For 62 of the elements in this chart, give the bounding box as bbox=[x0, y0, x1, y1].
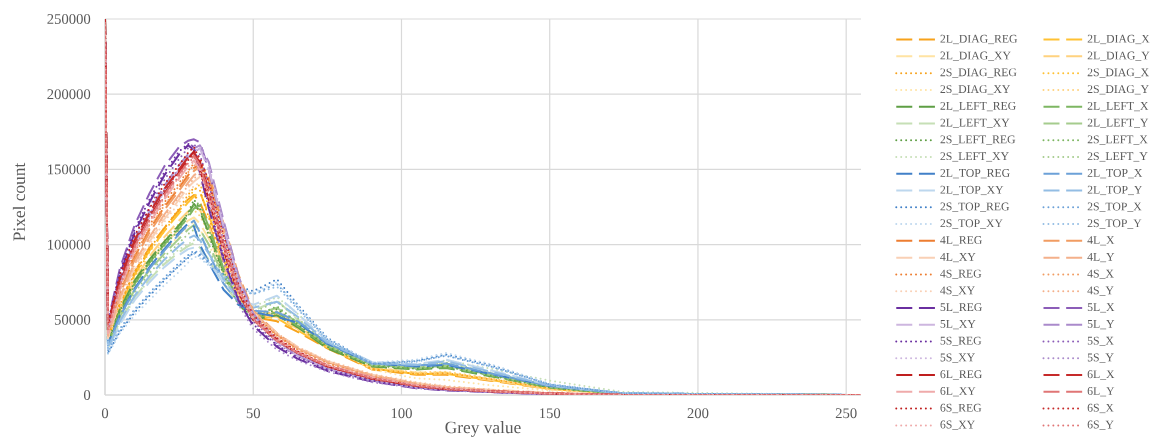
legend-label: 4S_REG bbox=[940, 269, 982, 279]
legend-label: 5L_X bbox=[1087, 303, 1115, 313]
legend-label: 2L_DIAG_Y bbox=[1087, 51, 1150, 61]
legend-label: 5S_XY bbox=[940, 353, 975, 363]
legend-label: 6S_Y bbox=[1087, 420, 1114, 430]
legend-label: 2S_LEFT_X bbox=[1087, 135, 1148, 145]
legend-label: 2S_TOP_Y bbox=[1087, 219, 1142, 229]
x-tick-label: 150 bbox=[540, 408, 561, 419]
legend-label: 4S_XY bbox=[940, 286, 975, 296]
legend-label: 2L_TOP_X bbox=[1087, 169, 1143, 179]
legend-label: 2S_TOP_X bbox=[1087, 202, 1142, 212]
legend-label: 6S_REG bbox=[940, 403, 982, 414]
legend-label: 2L_DIAG_REG bbox=[940, 34, 1018, 45]
legend-label: 2L_TOP_Y bbox=[1087, 185, 1143, 196]
legend-label: 5S_X bbox=[1087, 336, 1114, 347]
legend-label: 6S_XY bbox=[940, 420, 975, 430]
legend-label: 4L_XY bbox=[940, 252, 976, 263]
legend-label: 2L_TOP_XY bbox=[940, 185, 1004, 196]
y-tick-label: 0 bbox=[83, 390, 91, 400]
legend-label: 4S_Y bbox=[1087, 286, 1114, 296]
y-tick-label: 100000 bbox=[48, 239, 91, 250]
legend-label: 5L_Y bbox=[1087, 320, 1115, 330]
y-tick-label: 250000 bbox=[47, 14, 91, 24]
legend-label: 2L_LEFT_XY bbox=[940, 118, 1010, 128]
legend-label: 5L_REG bbox=[940, 303, 982, 313]
x-tick-label: 200 bbox=[687, 408, 709, 419]
legend-label: 6S_X bbox=[1087, 403, 1114, 414]
legend-label: 6L_REG bbox=[940, 370, 982, 380]
legend-label: 2S_LEFT_Y bbox=[1087, 152, 1148, 162]
y-axis-title: Pixel count bbox=[12, 162, 26, 241]
legend-label: 5S_REG bbox=[940, 336, 982, 347]
legend-label: 2S_LEFT_XY bbox=[940, 152, 1009, 162]
legend-label: 2S_DIAG_REG bbox=[940, 68, 1017, 78]
legend-label: 2S_DIAG_Y bbox=[1087, 85, 1149, 95]
legend-label: 2L_DIAG_XY bbox=[940, 51, 1011, 61]
y-tick-label: 50000 bbox=[54, 314, 91, 325]
legend-label: 2S_TOP_XY bbox=[940, 219, 1003, 229]
legend-label: 4L_Y bbox=[1087, 252, 1115, 263]
legend-label: 5L_XY bbox=[940, 320, 976, 330]
legend-label: 2L_LEFT_X bbox=[1087, 101, 1149, 112]
x-tick-label: 0 bbox=[101, 408, 109, 419]
legend-label: 2L_TOP_REG bbox=[940, 169, 1010, 179]
legend-label: 6L_XY bbox=[940, 387, 976, 397]
legend-label: 6L_X bbox=[1087, 370, 1115, 380]
x-tick-label: 100 bbox=[391, 408, 412, 419]
legend-label: 2L_LEFT_REG bbox=[940, 101, 1016, 112]
legend-label: 2L_DIAG_X bbox=[1087, 34, 1150, 45]
legend-label: 2S_DIAG_X bbox=[1087, 68, 1149, 78]
legend-label: 5S_Y bbox=[1087, 353, 1114, 363]
legend-label: 6L_Y bbox=[1087, 387, 1115, 397]
legend-label: 2S_TOP_REG bbox=[940, 202, 1010, 212]
legend-label: 2S_DIAG_XY bbox=[940, 85, 1011, 95]
legend-label: 2L_LEFT_Y bbox=[1087, 118, 1149, 128]
legend-label: 4L_X bbox=[1087, 236, 1115, 246]
legend-label: 4S_X bbox=[1087, 269, 1114, 279]
y-tick-label: 200000 bbox=[47, 89, 91, 100]
legend-label: 2S_LEFT_REG bbox=[940, 135, 1016, 145]
legend-label: 4L_REG bbox=[940, 236, 982, 246]
y-tick-label: 150000 bbox=[48, 164, 91, 175]
x-tick-label: 250 bbox=[835, 408, 857, 419]
x-axis-title: Grey value bbox=[445, 421, 521, 437]
x-tick-label: 50 bbox=[246, 408, 261, 419]
